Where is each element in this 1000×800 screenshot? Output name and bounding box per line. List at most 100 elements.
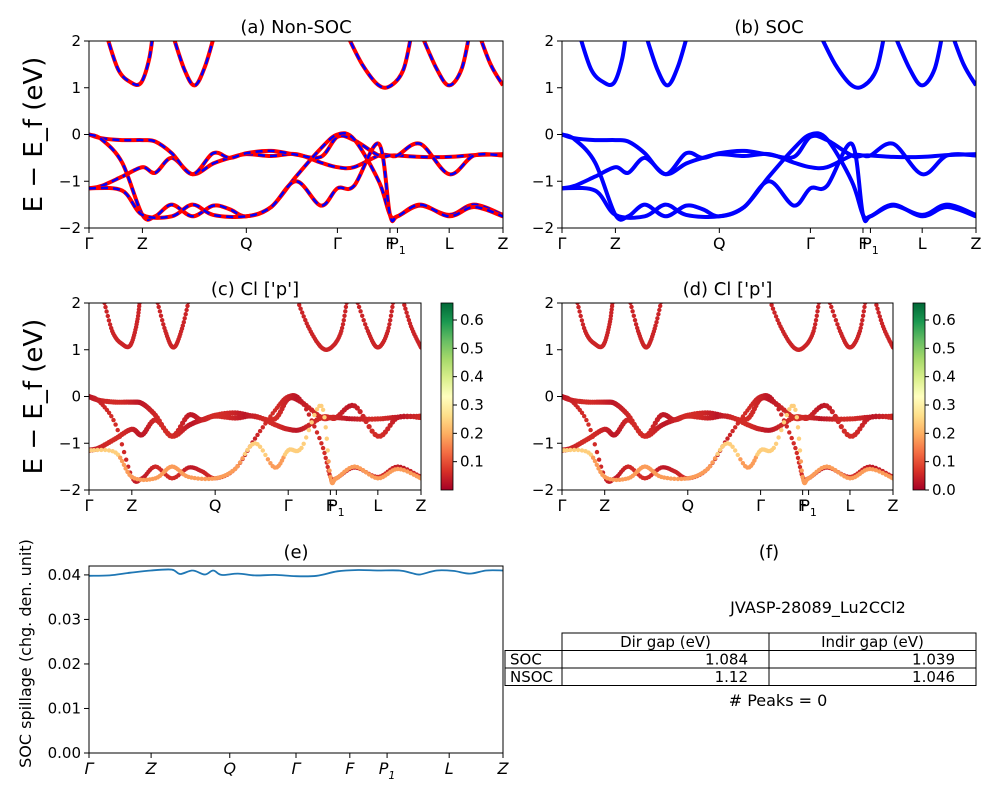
panel-title-a: (a) Non-SOC bbox=[240, 17, 351, 38]
y-tick-label: 2 bbox=[71, 32, 81, 50]
x-tick-label: P1 bbox=[379, 759, 396, 782]
band-point bbox=[404, 310, 409, 315]
band-point bbox=[580, 322, 586, 327]
band-line-blue bbox=[562, 141, 976, 224]
band-point bbox=[660, 294, 664, 298]
band-point bbox=[363, 322, 368, 327]
band-point bbox=[658, 303, 663, 309]
band-point bbox=[257, 444, 263, 449]
band-point bbox=[138, 298, 142, 302]
band-point bbox=[825, 294, 829, 298]
band-point bbox=[586, 422, 591, 427]
band-point bbox=[342, 313, 347, 318]
band-point bbox=[103, 304, 108, 310]
x-tick-label: Z bbox=[497, 759, 510, 778]
band-point bbox=[401, 468, 407, 473]
panel-f: (f) JVASP-28089_Lu2CCl2 Dir gap (eV) Indir … bbox=[504, 542, 977, 710]
band-point bbox=[312, 424, 317, 429]
band-point bbox=[102, 303, 107, 306]
band-point bbox=[592, 442, 597, 447]
band-point bbox=[784, 412, 789, 418]
band-point bbox=[573, 291, 577, 295]
y-tick-label: 0 bbox=[544, 126, 554, 144]
band-point bbox=[268, 461, 273, 466]
y-tick-label: 2 bbox=[71, 294, 81, 312]
band-point bbox=[787, 407, 792, 412]
band-point bbox=[157, 309, 163, 314]
band-point bbox=[320, 445, 326, 451]
band-point bbox=[611, 293, 615, 297]
band-point bbox=[794, 415, 799, 420]
band-point bbox=[301, 314, 306, 319]
colorbar-tick-label: 0.4 bbox=[932, 368, 956, 386]
band-point bbox=[109, 414, 114, 419]
panel-title-c: (c) Cl ['p'] bbox=[211, 279, 299, 300]
band-point bbox=[389, 309, 394, 314]
band-point bbox=[352, 291, 356, 295]
band-point bbox=[322, 450, 327, 456]
band-line-red bbox=[89, 141, 503, 224]
band-point bbox=[653, 323, 658, 328]
band-point bbox=[588, 427, 593, 433]
band-point bbox=[610, 303, 615, 306]
band-point bbox=[106, 318, 112, 323]
band-point bbox=[100, 291, 104, 295]
colorbar-tick-label: 0.4 bbox=[460, 368, 484, 386]
band-point bbox=[113, 422, 118, 427]
table-subtitle: JVASP-28089_Lu2CCl2 bbox=[729, 598, 906, 618]
band-point bbox=[579, 318, 585, 323]
band-point bbox=[242, 451, 248, 457]
band-point bbox=[237, 460, 243, 465]
colorbar-tick-label: 0.5 bbox=[932, 339, 956, 357]
band-point bbox=[629, 304, 634, 310]
band-line-blue bbox=[645, 41, 688, 88]
band-point bbox=[183, 312, 188, 317]
band-point bbox=[156, 304, 161, 310]
x-tick-label: L bbox=[846, 496, 855, 515]
y-tick-label: −1 bbox=[532, 434, 554, 452]
band-point bbox=[710, 460, 715, 465]
band-point bbox=[406, 317, 412, 323]
band-point bbox=[263, 452, 268, 458]
band-point bbox=[730, 428, 735, 434]
band-point bbox=[795, 425, 801, 430]
x-tick-label: Γ bbox=[558, 234, 567, 253]
band-point bbox=[405, 314, 410, 319]
band-point bbox=[707, 464, 713, 469]
band-point bbox=[592, 458, 598, 464]
band-point bbox=[324, 436, 329, 441]
band-point bbox=[665, 475, 670, 481]
band-point bbox=[864, 297, 868, 301]
band-point bbox=[787, 430, 792, 435]
table-column-header: Indir gap (eV) bbox=[821, 633, 924, 651]
y-tick-label: 0 bbox=[71, 388, 81, 406]
x-tick-label: Z bbox=[145, 759, 158, 778]
x-tick-label: Q bbox=[240, 234, 253, 253]
band-point bbox=[268, 414, 273, 419]
band-point bbox=[137, 303, 142, 306]
band-point bbox=[793, 445, 798, 451]
band-point bbox=[812, 325, 817, 331]
band-point bbox=[304, 435, 309, 440]
band-point bbox=[339, 325, 345, 331]
band-point bbox=[103, 447, 108, 453]
band-point bbox=[299, 445, 304, 451]
table-cell: 1.046 bbox=[912, 668, 955, 686]
x-tick-subscript: 1 bbox=[338, 506, 345, 519]
x-tick-label: Z bbox=[971, 234, 982, 253]
y-axis-label-a: E − E_f (eV) bbox=[19, 57, 49, 213]
band-point bbox=[320, 407, 326, 412]
band-point bbox=[345, 297, 349, 301]
band-point bbox=[798, 459, 804, 464]
band-point bbox=[632, 318, 638, 323]
band-point bbox=[199, 476, 204, 481]
panel-title-e: (e) bbox=[283, 542, 308, 563]
band-point bbox=[185, 303, 190, 309]
band-point bbox=[357, 409, 363, 415]
colorbar-tick-label: 0.1 bbox=[460, 453, 484, 471]
table-row-label: NSOC bbox=[510, 668, 553, 686]
band-point bbox=[795, 455, 801, 461]
colorbar-tick-label: 0.3 bbox=[932, 396, 956, 414]
band-point bbox=[800, 474, 805, 480]
